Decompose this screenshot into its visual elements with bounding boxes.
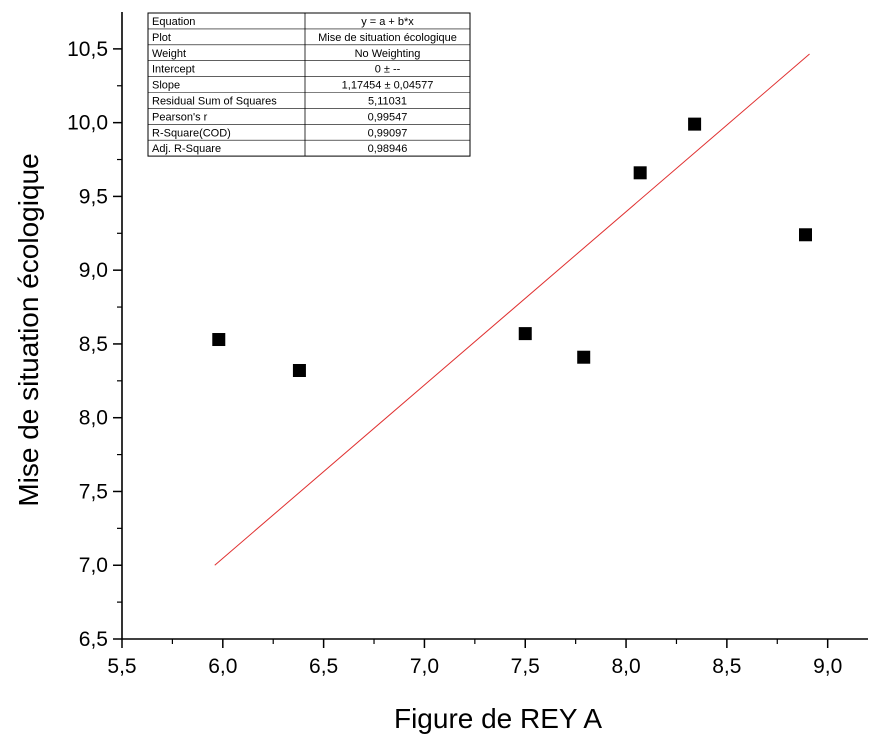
fit-line-layer [214,53,810,566]
fit-line [214,53,810,566]
stats-row-value: No Weighting [355,48,421,60]
data-point [798,228,812,242]
x-axis-title: Figure de REY A [394,703,602,734]
y-tick-label: 8,5 [79,333,108,356]
x-tick-label: 6,5 [309,655,338,678]
stats-row-label: Pearson's r [152,111,208,123]
stats-row-label: Residual Sum of Squares [152,96,277,108]
stats-row-label: Intercept [152,64,195,76]
data-point [688,117,702,131]
data-point [292,363,306,377]
y-tick-label: 9,5 [79,185,108,208]
stats-row-label: Plot [152,32,171,44]
data-point [577,350,591,364]
stats-row-label: Adj. R-Square [152,143,221,155]
stats-table: Equation y = a + b*x Plot Mise de situation… [147,12,471,157]
x-tick-label: 8,5 [712,655,741,678]
stats-row-value: 5,11031 [368,96,407,108]
stats-row-value: 0,98946 [368,143,408,155]
stats-row-value: y = a + b*x [361,16,414,28]
y-tick-label: 7,0 [79,554,108,577]
axes-layer: 5,5 6,0 6,5 7,0 7,5 8,0 8,5 9,0 6,5 7,0 7,5 8,0 8,5 9… [67,12,868,678]
stats-row-label: Slope [152,80,180,92]
x-tick-label: 7,0 [410,655,439,678]
x-tick-label: 6,0 [208,655,237,678]
points-layer [212,117,812,377]
stats-row-value: Mise de situation écologique [318,32,457,44]
y-tick-label: 10,0 [67,112,108,135]
y-axis-title: Mise de situation écologique [13,153,44,506]
stats-row-value: 0,99097 [368,127,408,139]
y-tick-label: 10,5 [67,38,108,61]
stats-row-label: Weight [152,48,186,60]
stats-row-label: Equation [152,16,195,28]
x-tick-label: 5,5 [107,655,136,678]
stats-row-value: 1,17454 ± 0,04577 [342,80,434,92]
x-tick-label: 9,0 [813,655,842,678]
stats-row-label: R-Square(COD) [152,127,231,139]
y-tick-label: 6,5 [79,628,108,651]
stats-row-value: 0,99547 [368,111,408,123]
y-tick-label: 9,0 [79,259,108,282]
data-point [518,327,532,341]
stats-table-frame [147,12,471,157]
data-point [212,333,226,347]
x-tick-label: 7,5 [511,655,540,678]
data-point [633,166,647,180]
y-tick-label: 8,0 [79,407,108,430]
stats-row-value: 0 ± -- [375,64,401,76]
x-tick-label: 8,0 [611,655,640,678]
y-tick-label: 7,5 [79,480,108,503]
